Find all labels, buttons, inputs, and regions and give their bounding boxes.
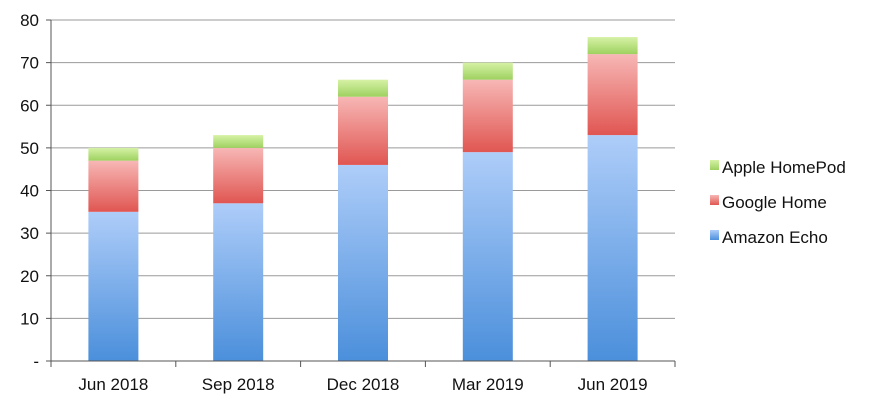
legend-label-google-home: Google Home xyxy=(722,193,827,212)
legend-swatch-amazon-echo xyxy=(710,230,719,240)
y-tick-label: 10 xyxy=(20,309,39,328)
legend-label-apple-homepod: Apple HomePod xyxy=(722,158,846,177)
bar-google-home-dec-2018 xyxy=(338,96,388,165)
bar-apple-homepod-jun-2018 xyxy=(88,147,139,161)
bar-amazon-echo-jun-2018 xyxy=(88,211,139,361)
y-tick-label: 60 xyxy=(20,96,39,115)
bar-google-home-mar-2019 xyxy=(462,79,513,153)
legend-swatch-apple-homepod xyxy=(710,160,719,170)
bar-google-home-sep-2018 xyxy=(213,147,264,204)
y-tick-labels: - 10 20 30 40 50 60 70 80 xyxy=(20,11,39,371)
legend: Apple HomePod Google Home Amazon Echo xyxy=(710,158,846,247)
bar-apple-homepod-dec-2018 xyxy=(338,79,388,97)
x-tick-label-jun-2019: Jun 2019 xyxy=(578,375,648,394)
x-tick-label-sep-2018: Sep 2018 xyxy=(202,375,275,394)
bar-apple-homepod-sep-2018 xyxy=(213,135,264,148)
x-tick-label-mar-2019: Mar 2019 xyxy=(452,375,524,394)
bar-amazon-echo-dec-2018 xyxy=(338,164,388,361)
x-tick-label-jun-2018: Jun 2018 xyxy=(78,375,148,394)
bar-amazon-echo-mar-2019 xyxy=(462,152,513,361)
bar-apple-homepod-mar-2019 xyxy=(462,62,513,80)
legend-label-amazon-echo: Amazon Echo xyxy=(722,228,828,247)
legend-swatch-google-home xyxy=(710,195,719,205)
bar-google-home-jun-2018 xyxy=(88,160,139,212)
y-tick-label: 20 xyxy=(20,267,39,286)
bar-amazon-echo-sep-2018 xyxy=(213,203,264,361)
bar-amazon-echo-jun-2019 xyxy=(587,135,638,361)
y-tick-label: 80 xyxy=(20,11,39,30)
bar-apple-homepod-jun-2019 xyxy=(587,37,638,55)
axes xyxy=(46,19,676,367)
y-tick-label: 40 xyxy=(20,182,39,201)
bars xyxy=(88,37,638,361)
y-tick-label: 50 xyxy=(20,139,39,158)
x-tick-labels: Jun 2018 Sep 2018 Dec 2018 Mar 2019 Jun 2019 xyxy=(78,375,647,394)
y-tick-label: 70 xyxy=(20,54,39,73)
x-tick-label-dec-2018: Dec 2018 xyxy=(327,375,400,394)
bar-google-home-jun-2019 xyxy=(587,54,638,136)
y-tick-label: 30 xyxy=(20,224,39,243)
y-tick-label: - xyxy=(33,352,39,371)
